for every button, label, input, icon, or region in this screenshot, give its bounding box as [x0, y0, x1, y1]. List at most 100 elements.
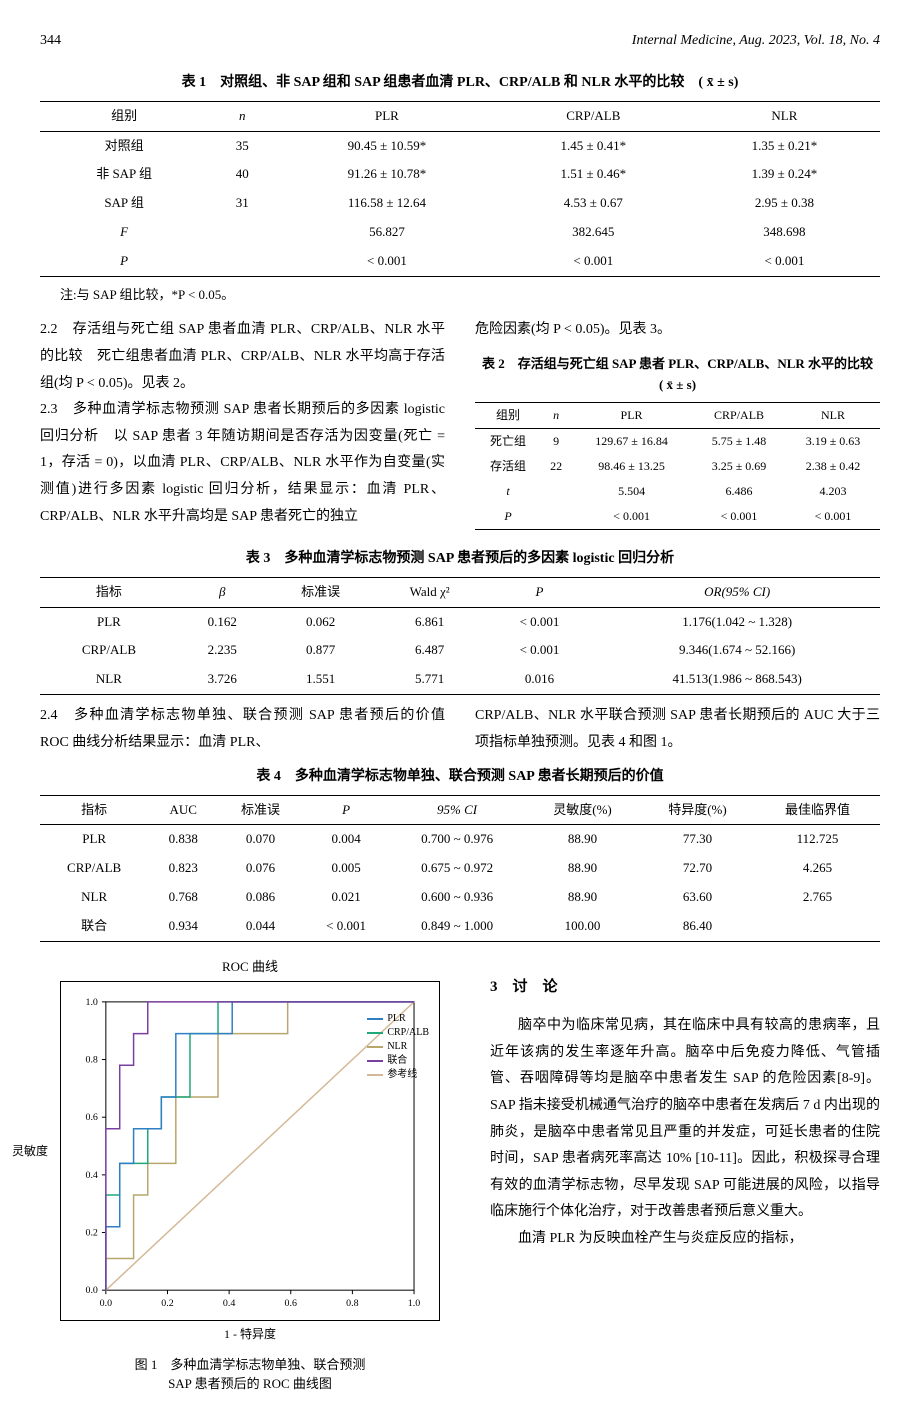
table-cell: 22	[541, 454, 571, 479]
table-cell: β	[178, 577, 267, 607]
table-cell: 4.203	[786, 479, 880, 504]
table-cell: 129.67 ± 16.84	[571, 428, 692, 454]
right-top-text: 危险因素(均 P < 0.05)。见表 3。	[475, 317, 880, 344]
table-cell: NLR	[40, 883, 148, 912]
table-cell: P	[485, 577, 595, 607]
table-cell: 77.30	[640, 825, 755, 854]
table3-title: 表 3 多种血清学标志物预测 SAP 患者预后的多因素 logistic 回归分…	[40, 548, 880, 570]
section24-text-left: ROC 曲线分析结果显示：血清 PLR、	[40, 735, 269, 750]
table-cell: 112.725	[755, 825, 880, 854]
table-cell: 1.176(1.042 ~ 1.328)	[594, 607, 880, 636]
table-cell: 0.768	[148, 883, 218, 912]
table-cell: 95% CI	[389, 795, 525, 825]
table-cell: 4.265	[755, 854, 880, 883]
table-cell: PLR	[40, 607, 178, 636]
roc-x-label: 1 - 特异度	[40, 1325, 460, 1344]
table-cell	[208, 218, 276, 247]
table-cell: CRP/ALB	[40, 854, 148, 883]
table-cell: 2.38 ± 0.42	[786, 454, 880, 479]
table-cell: < 0.001	[485, 636, 595, 665]
table-cell: F	[40, 218, 208, 247]
table-cell: 31	[208, 189, 276, 218]
table-cell: 5.771	[375, 665, 485, 694]
section24-two-col: 2.4 多种血清学标志物单独、联合预测 SAP 患者预后的价值 ROC 曲线分析…	[40, 703, 880, 756]
table-cell: 3.19 ± 0.63	[786, 428, 880, 454]
table1-h3: CRP/ALB	[498, 101, 689, 131]
table1-note: 注:与 SAP 组比较，*P < 0.05。	[40, 285, 880, 306]
section22-text: 死亡组患者血清 PLR、CRP/ALB、NLR 水平均高于存活组(均 P < 0…	[40, 349, 445, 391]
roc-chart: 0.00.20.40.60.81.00.00.20.40.60.81.0 PLR…	[60, 981, 440, 1321]
table-cell: NLR	[40, 665, 178, 694]
table-cell	[541, 479, 571, 504]
table-cell: CRP/ALB	[692, 402, 786, 428]
table-cell: 标准误	[267, 577, 375, 607]
table-cell: < 0.001	[485, 607, 595, 636]
table-cell: 1.45 ± 0.41*	[498, 131, 689, 160]
table4: 指标 AUC 标准误 P 95% CI 灵敏度(%) 特异度(%) 最佳临界值 …	[40, 795, 880, 942]
table-cell: 116.58 ± 12.64	[276, 189, 498, 218]
table-cell: 1.51 ± 0.46*	[498, 160, 689, 189]
section3-title: 3 讨 论	[490, 973, 880, 1002]
table-cell: 382.645	[498, 218, 689, 247]
section24-text-right: CRP/ALB、NLR 水平联合预测 SAP 患者长期预后的 AUC 大于三项指…	[475, 703, 880, 756]
table-cell: 0.016	[485, 665, 595, 694]
table-cell: 6.486	[692, 479, 786, 504]
svg-text:0.4: 0.4	[223, 1299, 235, 1310]
table-cell: P	[40, 247, 208, 276]
table-cell: 4.53 ± 0.67	[498, 189, 689, 218]
roc-legend: PLRCRP/ALBNLR联合参考线	[367, 1012, 429, 1082]
table2-title: 表 2 存活组与死亡组 SAP 患者 PLR、CRP/ALB、NLR 水平的比较…	[475, 354, 880, 396]
roc-chart-title: ROC 曲线	[40, 957, 460, 978]
table4-title: 表 4 多种血清学标志物单独、联合预测 SAP 患者长期预后的价值	[40, 766, 880, 788]
table1-h2: PLR	[276, 101, 498, 131]
roc-caption: 图 1 多种血清学标志物单独、联合预测SAP 患者预后的 ROC 曲线图	[40, 1355, 460, 1394]
table-cell: 组别	[475, 402, 541, 428]
table-cell: 88.90	[525, 854, 640, 883]
svg-text:0.2: 0.2	[85, 1228, 97, 1239]
table-cell: 0.934	[148, 912, 218, 941]
table-cell: 标准误	[218, 795, 303, 825]
table-cell: 指标	[40, 577, 178, 607]
table-cell: 指标	[40, 795, 148, 825]
table-cell: PLR	[571, 402, 692, 428]
roc-and-discussion: ROC 曲线 灵敏度 0.00.20.40.60.81.00.00.20.40.…	[40, 957, 880, 1394]
table-cell: 1.35 ± 0.21*	[689, 131, 880, 160]
table-cell	[208, 247, 276, 276]
page-number: 344	[40, 30, 61, 52]
table1-h1: n	[208, 101, 276, 131]
table-cell: PLR	[40, 825, 148, 854]
svg-text:0.0: 0.0	[100, 1299, 112, 1310]
table-cell: 0.004	[303, 825, 389, 854]
table-cell: 2.95 ± 0.38	[689, 189, 880, 218]
table-cell: 5.75 ± 1.48	[692, 428, 786, 454]
table-cell: 0.675 ~ 0.972	[389, 854, 525, 883]
table-cell: 98.46 ± 13.25	[571, 454, 692, 479]
table1-h0: 组别	[40, 101, 208, 131]
table-cell: 88.90	[525, 825, 640, 854]
table-cell: 联合	[40, 912, 148, 941]
table-cell: 6.487	[375, 636, 485, 665]
table-cell: < 0.001	[276, 247, 498, 276]
table1-h4: NLR	[689, 101, 880, 131]
section23-text: 以 SAP 患者 3 年随访期间是否存活为因变量(死亡 = 1，存活 = 0)，…	[40, 429, 445, 524]
table-cell: 0.877	[267, 636, 375, 665]
section3-p1: 脑卒中为临床常见病，其在临床中具有较高的患病率，且近年该病的发生率逐年升高。脑卒…	[490, 1013, 880, 1226]
table-cell: 0.600 ~ 0.936	[389, 883, 525, 912]
table-cell: 0.162	[178, 607, 267, 636]
svg-text:1.0: 1.0	[85, 997, 97, 1008]
table-cell: 存活组	[475, 454, 541, 479]
table-cell: 对照组	[40, 131, 208, 160]
svg-text:0.8: 0.8	[346, 1299, 358, 1310]
table2: 组别 n PLR CRP/ALB NLR 死亡组9129.67 ± 16.845…	[475, 402, 880, 531]
table-cell: 0.044	[218, 912, 303, 941]
table-cell: Wald χ²	[375, 577, 485, 607]
table-cell: 9.346(1.674 ~ 52.166)	[594, 636, 880, 665]
table-cell: 40	[208, 160, 276, 189]
table-cell: < 0.001	[303, 912, 389, 941]
table-cell: < 0.001	[498, 247, 689, 276]
table-cell: P	[303, 795, 389, 825]
table-cell: 5.504	[571, 479, 692, 504]
table-cell: CRP/ALB	[40, 636, 178, 665]
table-cell: < 0.001	[689, 247, 880, 276]
table-cell: 3.25 ± 0.69	[692, 454, 786, 479]
